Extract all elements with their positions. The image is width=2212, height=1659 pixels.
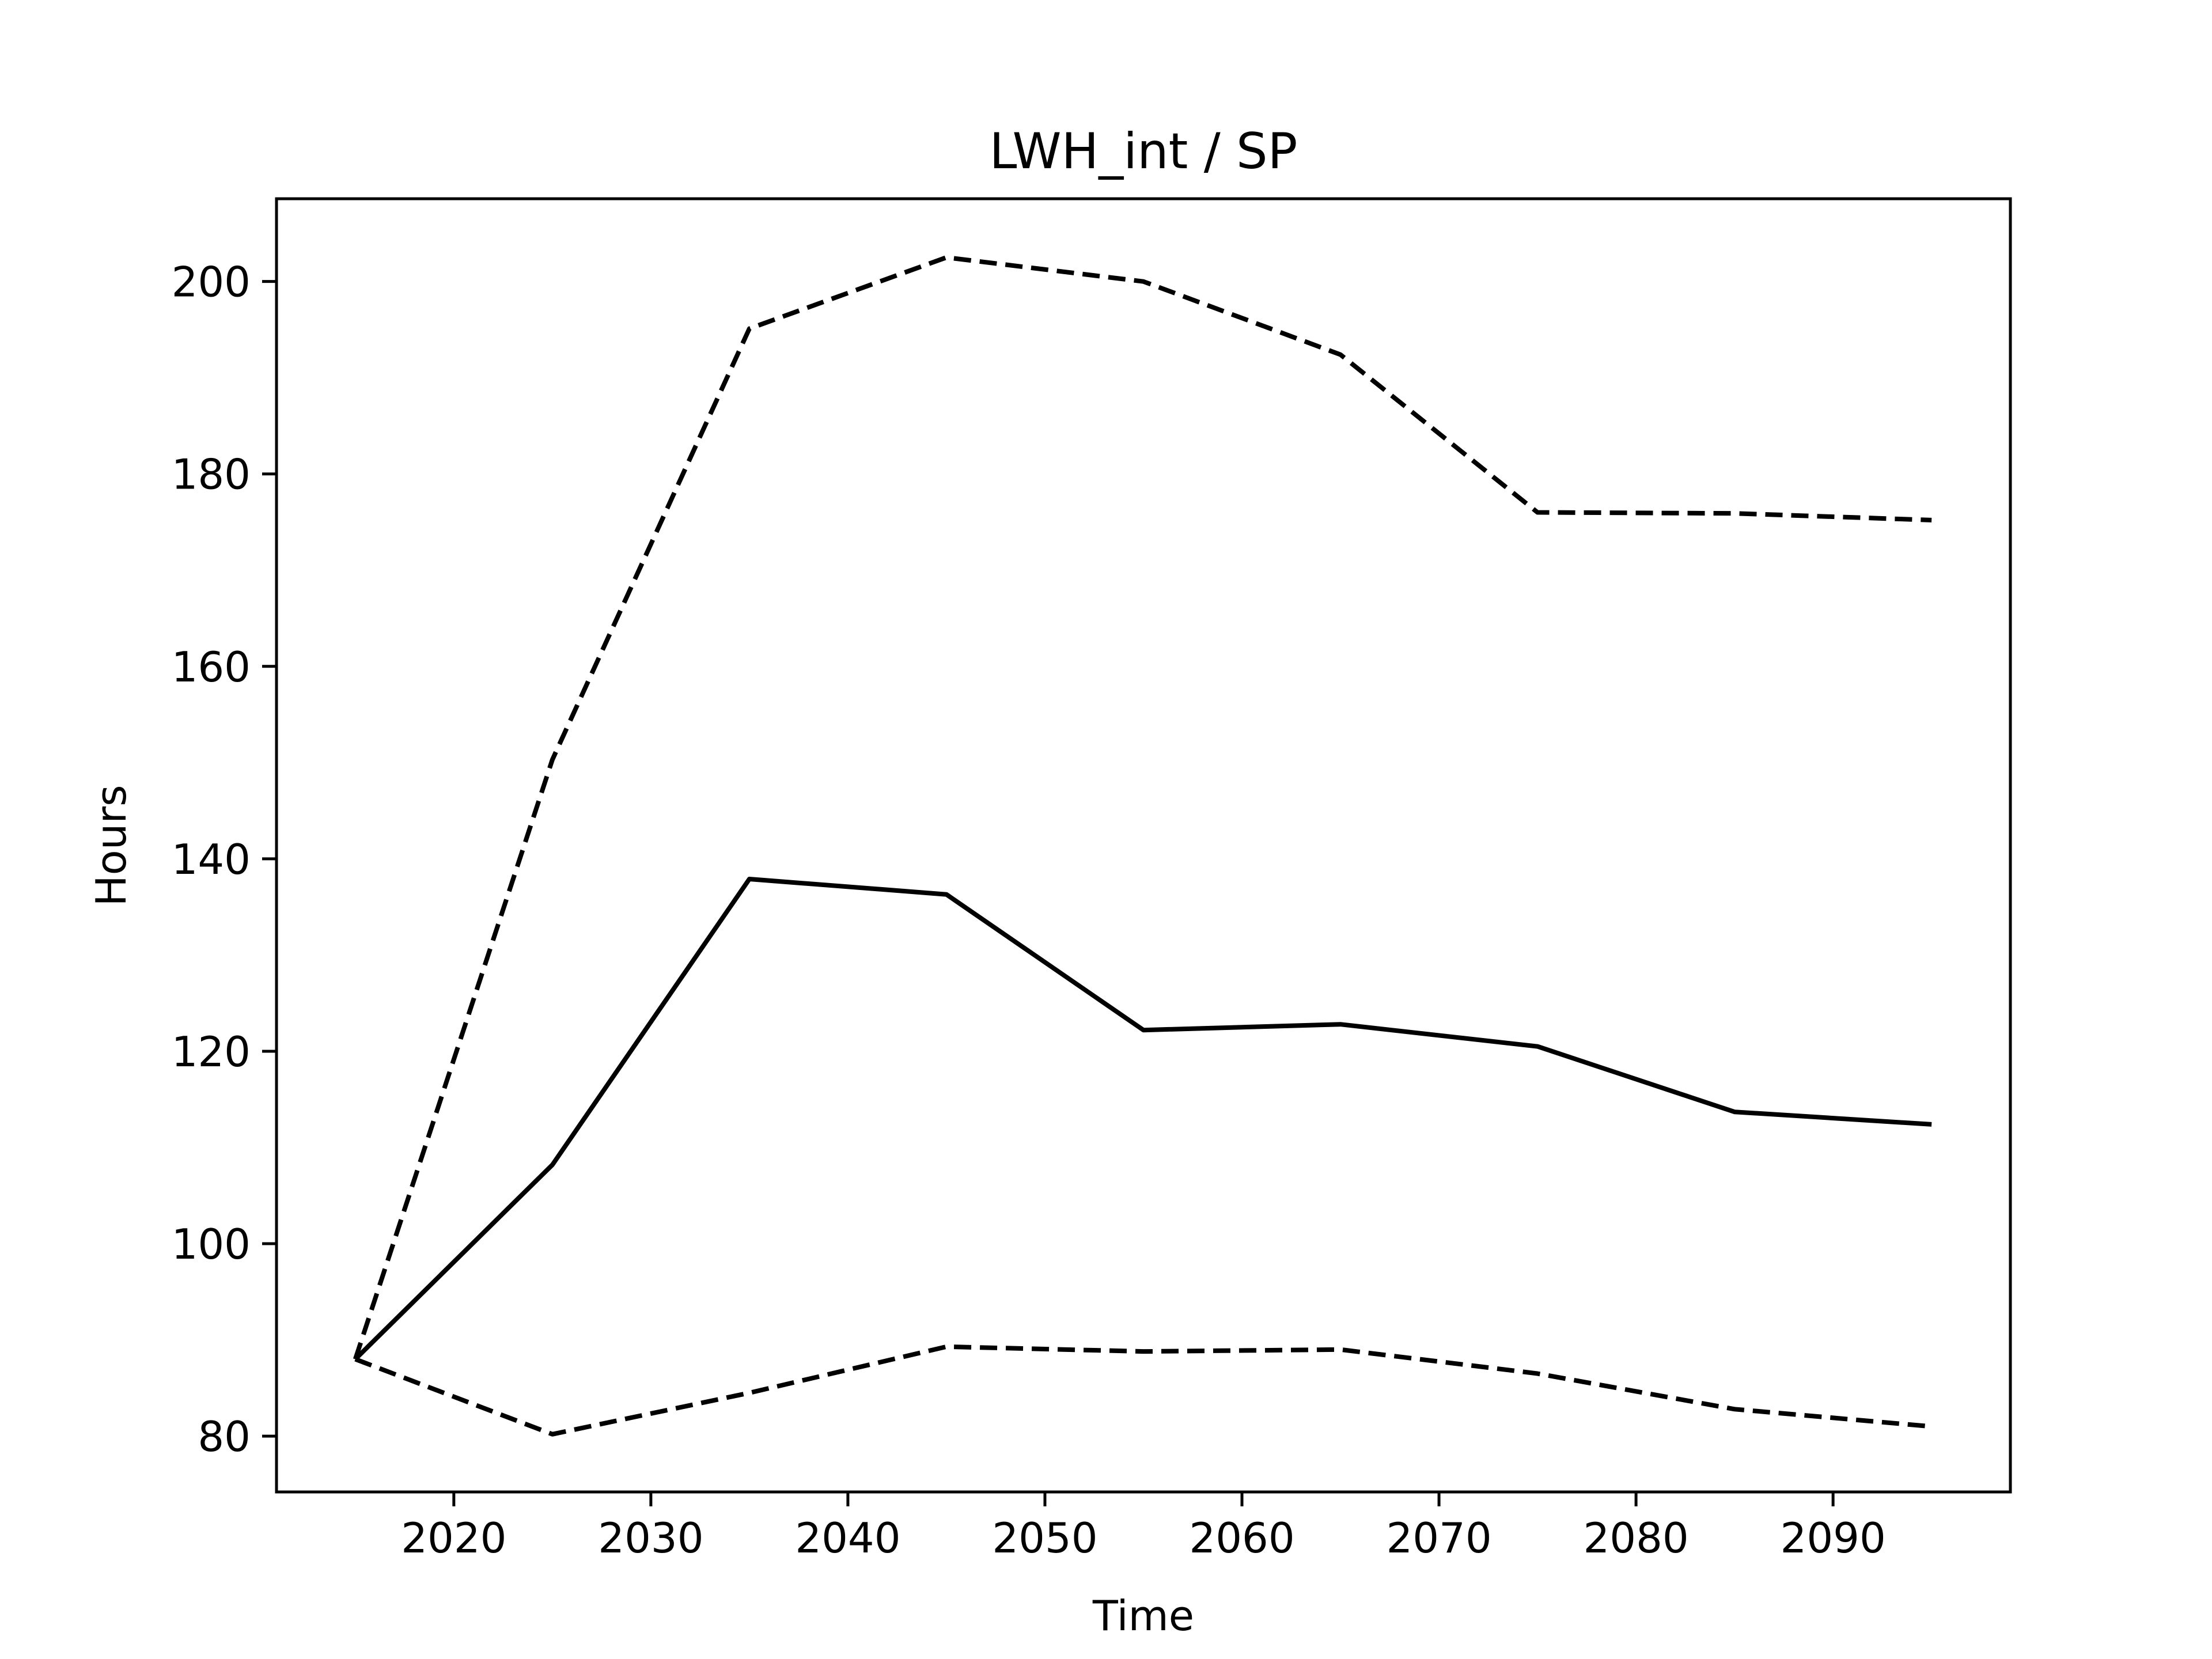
x-tick-label: 2050 [992,1514,1097,1562]
x-tick-label: 2020 [401,1514,506,1562]
series-line-3 [354,1344,1932,1437]
x-tick-label: 2060 [1189,1514,1294,1562]
y-tick-label: 180 [172,450,251,499]
x-tick-label: 2040 [795,1514,900,1562]
plot-area [275,197,2012,1494]
x-tick-label: 2030 [598,1514,703,1562]
y-tick-label: 100 [172,1220,251,1268]
chart-title: LWH_int / SP [990,123,1298,180]
x-tick-label: 2070 [1386,1514,1491,1562]
x-axis: 2020 2030 2040 2050 2060 2070 2080 2090 [401,1492,1886,1562]
series-line-2 [353,255,1932,1360]
x-tick-label: 2080 [1583,1514,1688,1562]
y-axis: 80 100 120 140 160 180 200 [172,258,276,1461]
y-tick-label: 160 [172,643,251,691]
y-tick-label: 120 [172,1028,251,1076]
series-layer [353,255,1932,1437]
y-tick-label: 140 [172,835,251,884]
y-tick-label: 80 [198,1412,251,1461]
y-tick-label: 200 [172,258,251,306]
y-axis-label: Hours [87,785,135,907]
x-axis-label: Time [1092,1592,1194,1640]
series-line-1 [353,877,1932,1361]
x-tick-label: 2090 [1781,1514,1886,1562]
